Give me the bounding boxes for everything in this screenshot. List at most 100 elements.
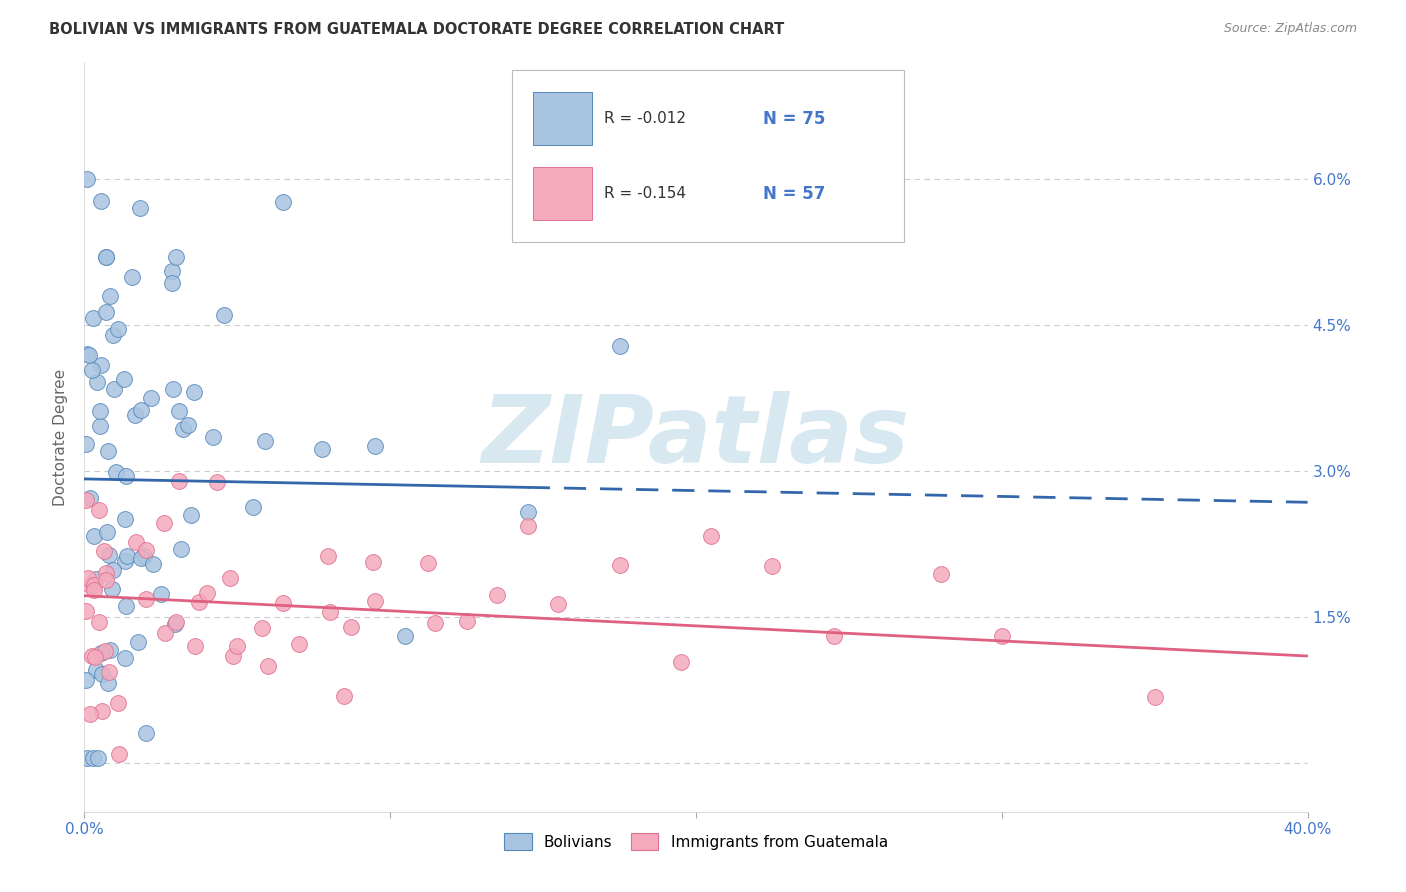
Point [98,548,121,562]
Point [103,382,125,396]
Point [96,444,118,458]
Point [165,617,187,632]
Point [129,551,152,566]
Point [201,430,224,444]
Point [101,563,124,577]
Point [107,322,129,336]
Point [129,402,152,417]
Point [89,615,111,630]
Point [98,289,121,303]
Point [609,558,631,573]
Point [93,543,115,558]
Point [76,347,98,361]
Point [135,591,157,606]
Point [183,385,205,400]
Point [124,534,146,549]
Point [114,512,136,526]
Point [115,549,138,564]
Point [669,655,692,669]
Text: Source: ZipAtlas.com: Source: ZipAtlas.com [1223,22,1357,36]
Point [205,475,228,489]
Point [142,557,165,571]
Text: N = 57: N = 57 [763,185,825,202]
Point [160,276,183,290]
Point [76,751,98,765]
Point [89,418,111,433]
Point [361,555,384,569]
Point [112,372,135,386]
Point [516,505,538,519]
Point [83,582,105,597]
Point [98,642,121,657]
Point [311,442,333,456]
Point [153,626,176,640]
Point [195,586,218,600]
Point [364,439,387,453]
Point [162,264,184,278]
Point [150,587,173,601]
Point [90,194,112,208]
Point [547,597,569,611]
Point [114,651,136,665]
Point [135,726,157,740]
Point [222,649,245,664]
Text: ZIPatlas: ZIPatlas [482,391,910,483]
Point [700,529,723,543]
Point [456,614,478,628]
Point [162,382,184,396]
Point [153,516,176,531]
Point [416,556,439,570]
Point [254,434,277,448]
Point [83,528,105,542]
Point [108,747,131,761]
Point [180,508,202,522]
Legend: Bolivians, Immigrants from Guatemala: Bolivians, Immigrants from Guatemala [498,827,894,856]
Point [107,696,129,710]
Point [170,541,193,556]
Point [84,572,107,586]
Point [1143,690,1166,705]
Point [83,578,105,592]
Point [167,474,190,488]
Point [79,577,101,591]
Text: N = 75: N = 75 [763,110,825,128]
Point [79,707,101,722]
Point [929,567,952,582]
Point [96,524,118,539]
Point [98,665,121,680]
Point [79,491,101,505]
Point [486,588,509,602]
Point [75,673,97,688]
Point [94,644,117,658]
Point [84,650,107,665]
Point [77,348,100,362]
Y-axis label: Doctorate Degree: Doctorate Degree [53,368,69,506]
Point [257,658,280,673]
Point [184,639,207,653]
Point [96,305,118,319]
Point [288,637,311,651]
Point [76,571,98,585]
Point [316,549,339,563]
Point [101,327,124,342]
Point [165,615,187,629]
Point [214,309,236,323]
Point [319,605,342,619]
Point [96,250,118,264]
Text: BOLIVIAN VS IMMIGRANTS FROM GUATEMALA DOCTORATE DEGREE CORRELATION CHART: BOLIVIAN VS IMMIGRANTS FROM GUATEMALA DO… [49,22,785,37]
Point [188,595,211,609]
Point [90,646,112,660]
Point [423,615,446,630]
Point [86,375,108,389]
Point [139,392,162,406]
Point [90,704,112,718]
Point [991,629,1014,643]
Point [96,566,118,580]
Point [219,571,242,585]
Text: R = -0.012: R = -0.012 [605,112,686,126]
Point [176,418,198,433]
Point [242,500,264,514]
Point [167,404,190,418]
Point [91,666,114,681]
Point [127,635,149,649]
